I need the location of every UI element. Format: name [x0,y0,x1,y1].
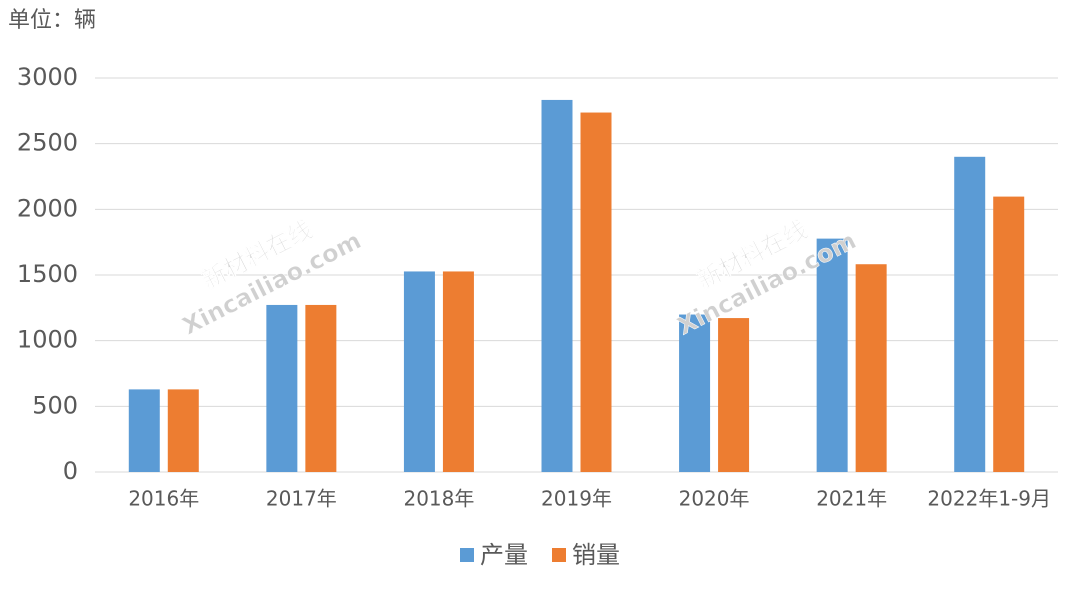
bar [541,99,573,472]
bar [167,389,199,472]
y-tick-label: 1500 [17,260,78,288]
x-tick-label: 2017年 [266,487,337,511]
legend-swatch [552,548,566,562]
x-tick-label: 2021年 [816,487,887,511]
unit-label: 单位：辆 [8,8,96,33]
bar [403,271,435,472]
bar [718,318,750,472]
bar [679,314,711,472]
x-tick-label: 2016年 [128,487,199,511]
y-tick-label: 500 [32,391,78,419]
legend-label: 销量 [572,541,620,569]
bar [442,271,474,472]
bar [816,238,848,472]
bar [128,389,160,472]
y-tick-label: 2500 [17,129,78,157]
y-tick-label: 0 [63,457,78,485]
bar [954,156,986,473]
bar [305,304,337,472]
legend-swatch [460,548,474,562]
bar [993,196,1025,472]
x-tick-label: 2022年1-9月 [927,487,1051,511]
bar [266,304,298,472]
x-tick-label: 2018年 [403,487,474,511]
y-tick-label: 3000 [17,63,78,91]
y-tick-label: 2000 [17,194,78,222]
x-tick-label: 2020年 [679,487,750,511]
legend-label: 产量 [480,541,528,569]
bar [855,264,887,472]
x-tick-label: 2019年 [541,487,612,511]
y-tick-label: 1000 [17,326,78,354]
bar [580,112,612,473]
